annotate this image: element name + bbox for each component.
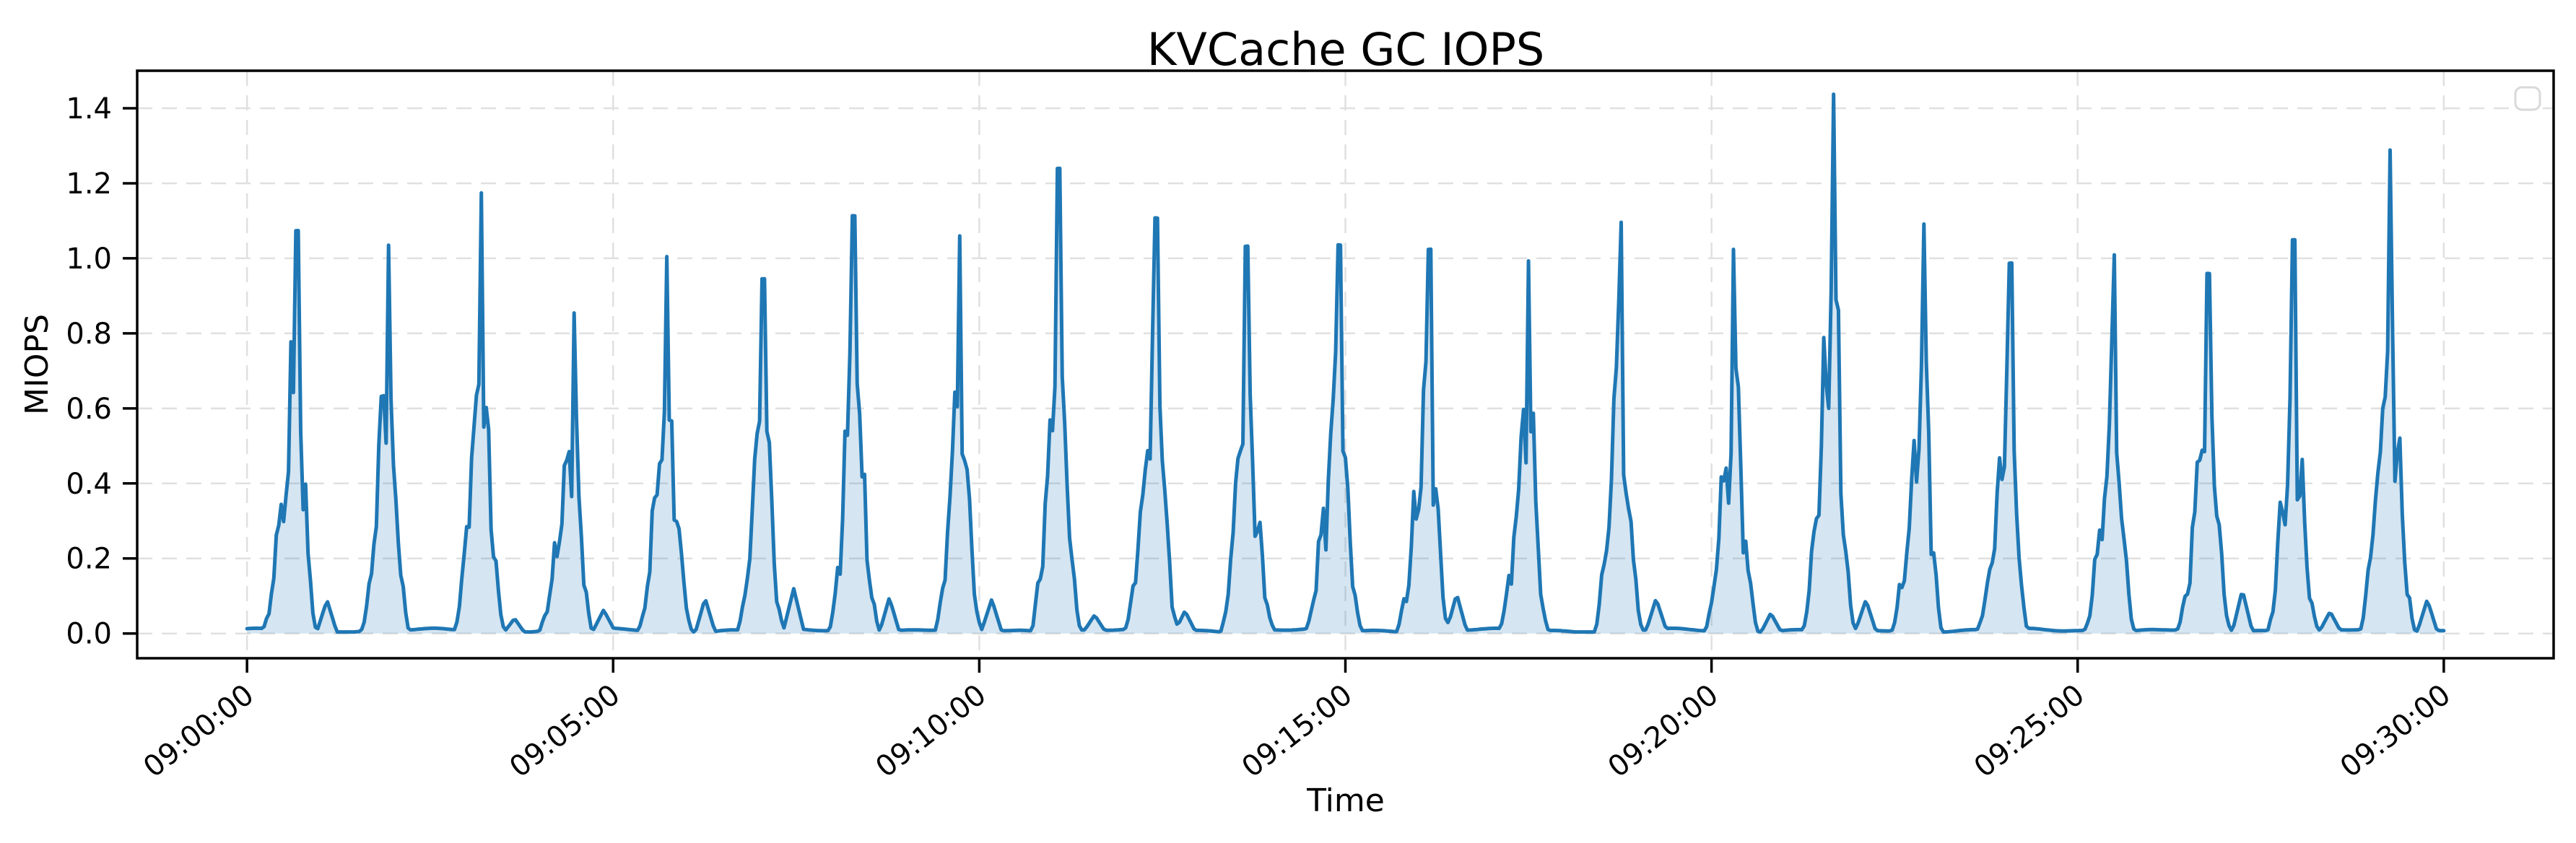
y-tick-label: 1.2 <box>66 167 112 201</box>
x-tick-label: 09:10:00 <box>870 678 993 785</box>
x-axis-label: Time <box>1306 782 1385 819</box>
axis-tick-labels: 09:00:00 09:05:00 09:10:00 09:15:00 09:20:00… <box>66 92 2457 785</box>
axis-ticks <box>123 107 2445 673</box>
legend-box-empty <box>2514 86 2541 111</box>
y-tick-label: 0.8 <box>66 318 112 351</box>
y-axis-label: MIOPS <box>19 314 56 415</box>
series-fill-area <box>247 94 2444 634</box>
gridlines <box>137 71 2554 658</box>
x-tick-label: 09:20:00 <box>1602 678 1725 785</box>
y-tick-label: 1.0 <box>66 243 112 276</box>
y-tick-label: 0.6 <box>66 393 112 426</box>
series-area-line <box>245 92 2446 634</box>
y-tick-label: 0.0 <box>66 618 112 651</box>
x-tick-label: 09:30:00 <box>2334 678 2457 785</box>
y-tick-label: 0.2 <box>66 543 112 576</box>
x-tick-label: 09:00:00 <box>137 678 260 785</box>
x-tick-label: 09:25:00 <box>1968 678 2091 785</box>
y-tick-label: 0.4 <box>66 468 112 501</box>
chart-title: KVCache GC IOPS <box>1147 23 1544 76</box>
y-tick-label: 1.4 <box>66 92 112 126</box>
x-tick-label: 09:15:00 <box>1236 678 1359 785</box>
x-tick-label: 09:05:00 <box>504 678 627 785</box>
series-line <box>245 92 2446 634</box>
